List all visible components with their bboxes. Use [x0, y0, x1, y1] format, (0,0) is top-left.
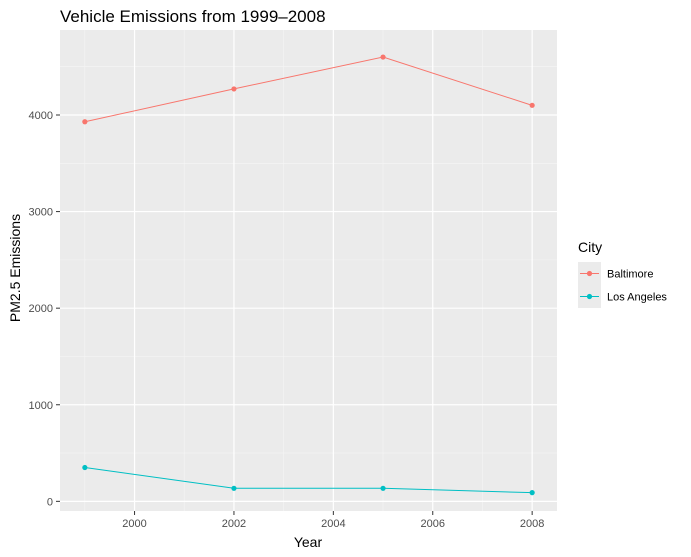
y-tick-label: 4000	[29, 110, 53, 122]
x-axis-title: Year	[294, 534, 323, 550]
x-tick-label: 2000	[122, 518, 146, 530]
data-point-baltimore	[231, 86, 237, 92]
legend-key-point-baltimore	[586, 270, 593, 277]
x-tick-label: 2002	[222, 518, 246, 530]
y-tick-label: 0	[47, 496, 53, 508]
plot-panel	[60, 30, 557, 511]
major-gridlines	[60, 30, 557, 511]
series-layer	[82, 54, 535, 496]
series-line-baltimore	[84, 56, 533, 123]
legend-label-los-angeles: Los Angeles	[607, 292, 667, 304]
data-point-baltimore	[529, 102, 535, 108]
legend-title: City	[578, 239, 602, 255]
y-axis-title: PM2.5 Emissions	[7, 214, 23, 322]
x-tick-label: 2006	[421, 518, 445, 530]
data-point-baltimore	[82, 119, 88, 125]
x-axis: 2000 2002 2004 2006 2008	[122, 511, 544, 530]
y-axis: 0 1000 2000 3000 4000	[29, 110, 60, 508]
data-point-baltimore	[380, 54, 386, 60]
data-point-los-angeles	[231, 485, 237, 491]
data-point-los-angeles	[380, 485, 386, 491]
data-point-los-angeles	[529, 490, 535, 496]
y-tick-label: 3000	[29, 207, 53, 219]
data-point-los-angeles	[82, 464, 88, 471]
legend-label-baltimore: Baltimore	[607, 269, 653, 281]
legend: City Baltimore Los Angeles	[578, 239, 667, 308]
y-tick-label: 2000	[29, 303, 53, 315]
minor-gridlines	[60, 30, 557, 511]
series-line-los-angeles	[84, 467, 533, 494]
x-tick-label: 2008	[520, 518, 544, 530]
y-tick-label: 1000	[29, 400, 53, 412]
chart-title: Vehicle Emissions from 1999–2008	[60, 7, 326, 26]
x-tick-label: 2004	[321, 518, 345, 530]
legend-key-point-los-angeles	[586, 293, 593, 300]
